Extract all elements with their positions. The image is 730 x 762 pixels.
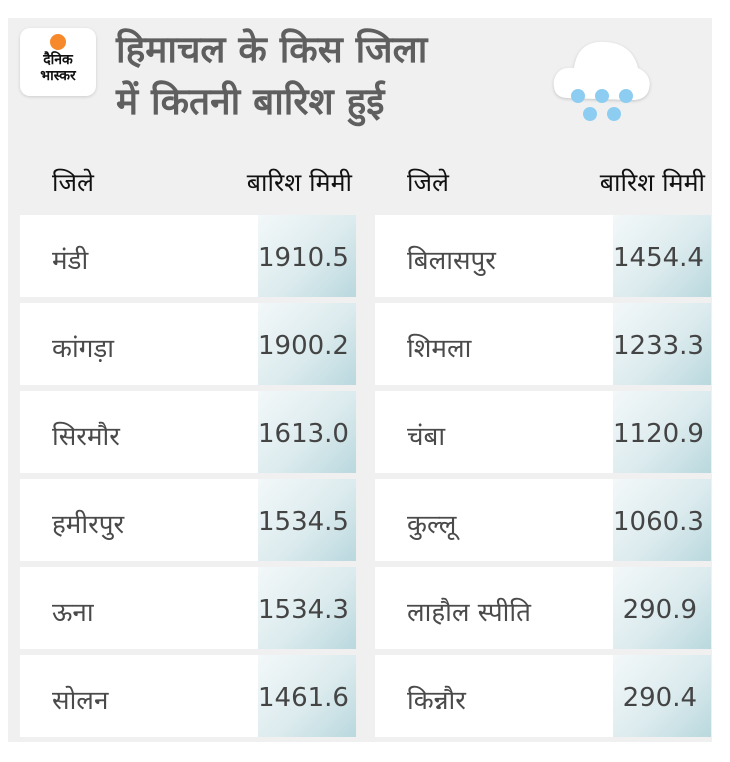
rain-value: 1454.4 (613, 215, 711, 297)
header-rain: बारिश मिमी (599, 168, 705, 197)
table-row: लाहौल स्पीति 290.9 (375, 567, 711, 649)
title-line1: हिमाचल के किस जिला (116, 28, 428, 71)
table-header: जिले बारिश मिमी (20, 135, 356, 215)
district-name: सोलन (52, 686, 109, 716)
district-name: कुल्लू (407, 510, 457, 540)
rain-cloud-icon (553, 41, 650, 121)
rain-value: 1910.5 (258, 215, 356, 297)
rain-value: 1613.0 (258, 391, 356, 473)
rain-value: 1461.6 (258, 655, 356, 737)
district-name: मंडी (52, 246, 89, 276)
brand-line1: दैनिक (43, 52, 73, 68)
header-rain: बारिश मिमी (246, 168, 352, 197)
rainfall-table-right: जिले बारिश मिमी बिलासपुर 1454.4 शिमला 1233… (375, 135, 711, 743)
table-row: किन्नौर 290.4 (375, 655, 711, 737)
table-row: सोलन 1461.6 (20, 655, 356, 737)
district-name: कांगड़ा (52, 334, 114, 364)
table-row: बिलासपुर 1454.4 (375, 215, 711, 297)
rainfall-table-left: जिले बारिश मिमी मंडी 1910.5 कांगड़ा 1900.2… (20, 135, 356, 743)
dainik-bhaskar-logo: दैनिक भास्कर (20, 28, 96, 96)
district-name: चंबा (407, 422, 446, 452)
district-name: शिमला (407, 334, 472, 364)
rain-value: 290.9 (613, 567, 711, 649)
rain-value: 1060.3 (613, 479, 711, 561)
district-name: सिरमौर (52, 422, 120, 452)
title-line2: में कितनी बारिश हुई (116, 80, 385, 123)
page-title: हिमाचल के किस जिला में कितनी बारिश हुई (116, 24, 427, 128)
rain-value: 1534.3 (258, 567, 356, 649)
rain-value: 1900.2 (258, 303, 356, 385)
rain-value: 1120.9 (613, 391, 711, 473)
rain-value: 1233.3 (613, 303, 711, 385)
rain-value: 1534.5 (258, 479, 356, 561)
district-name: हमीरपुर (52, 510, 125, 540)
table-row: कांगड़ा 1900.2 (20, 303, 356, 385)
table-row: हमीरपुर 1534.5 (20, 479, 356, 561)
table-row: शिमला 1233.3 (375, 303, 711, 385)
table-row: मंडी 1910.5 (20, 215, 356, 297)
table-row: चंबा 1120.9 (375, 391, 711, 473)
district-name: ऊना (52, 598, 94, 628)
sun-icon (50, 34, 66, 50)
table-row: ऊना 1534.3 (20, 567, 356, 649)
brand-line2: भास्कर (40, 68, 76, 84)
header-district: जिले (52, 168, 94, 197)
table-row: कुल्लू 1060.3 (375, 479, 711, 561)
district-name: लाहौल स्पीति (407, 598, 531, 628)
district-name: किन्नौर (407, 686, 466, 716)
rain-value: 290.4 (613, 655, 711, 737)
header-district: जिले (407, 168, 449, 197)
district-name: बिलासपुर (407, 246, 496, 276)
table-row: सिरमौर 1613.0 (20, 391, 356, 473)
table-header: जिले बारिश मिमी (375, 135, 711, 215)
